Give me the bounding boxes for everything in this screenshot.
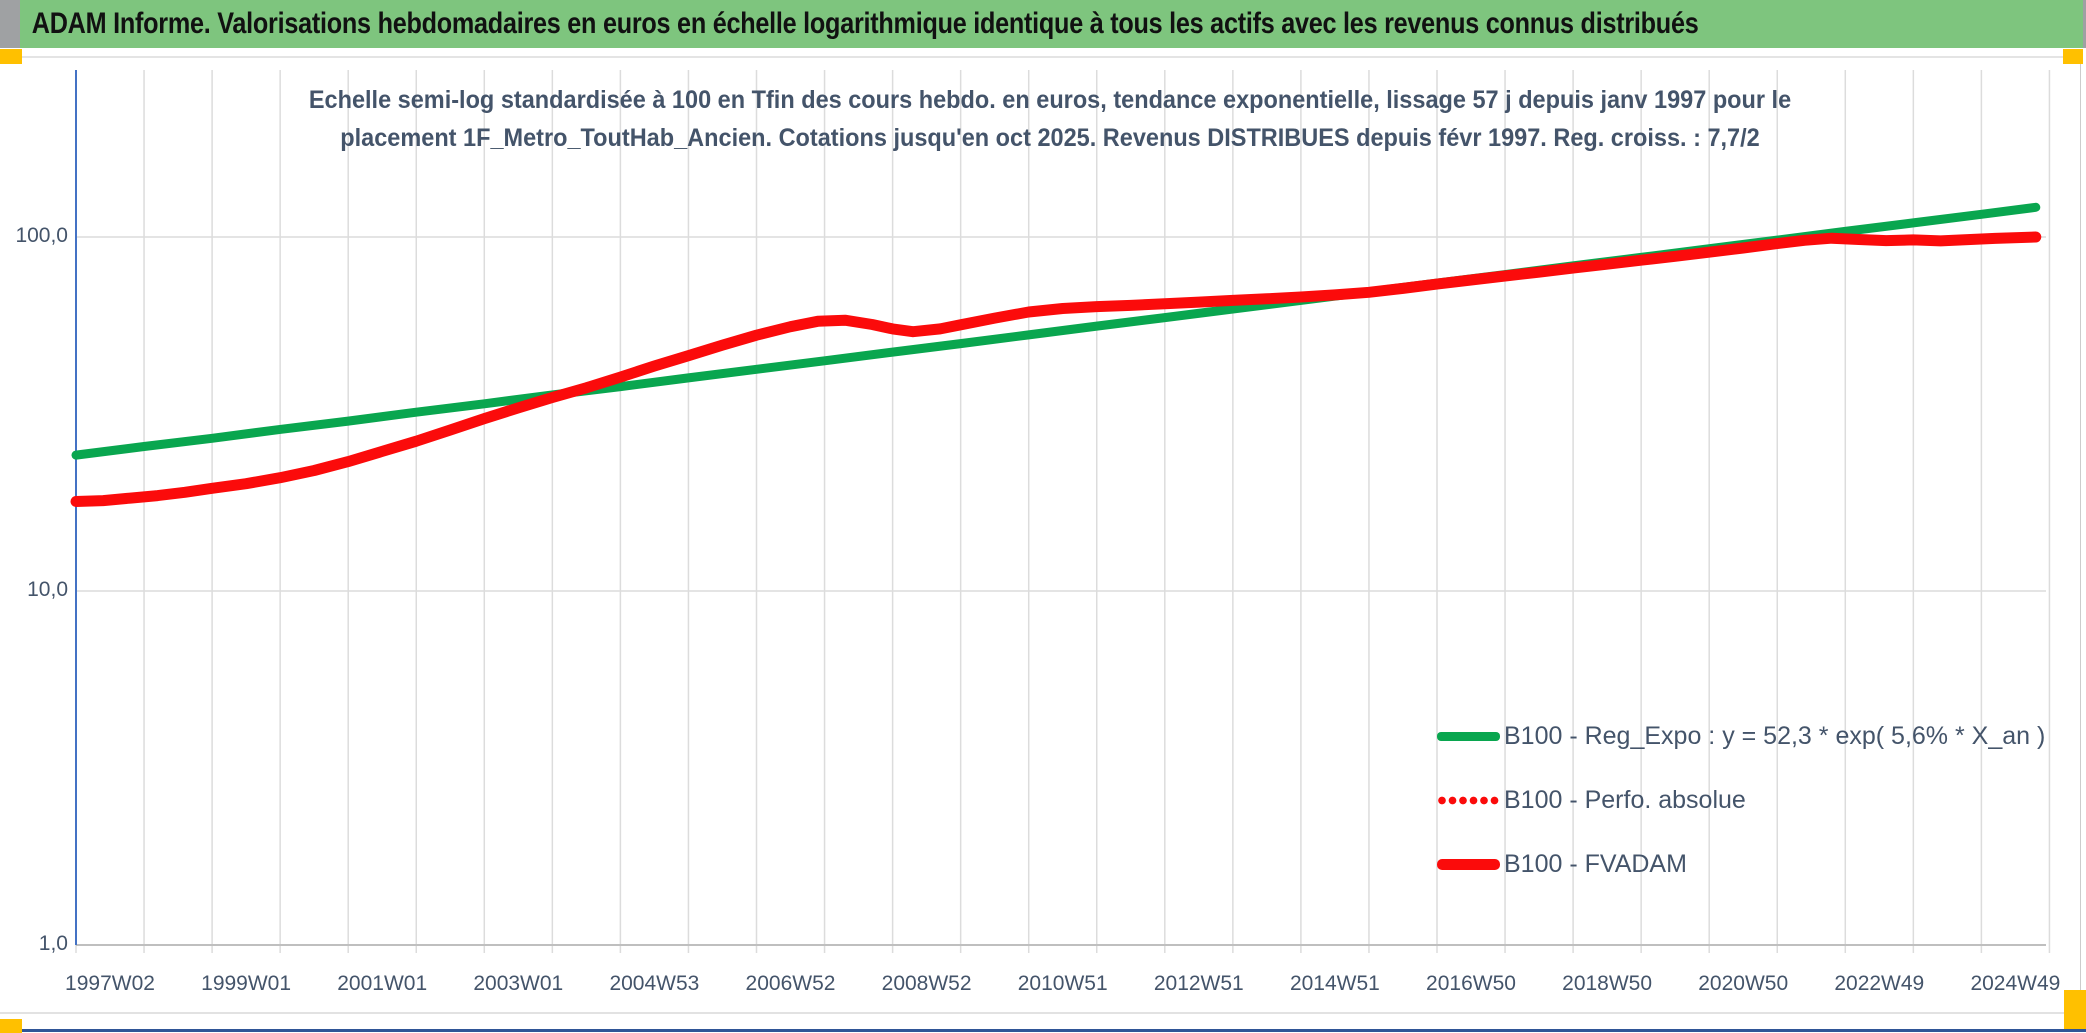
bottom-separator (0, 1012, 2086, 1014)
green-line-marker-icon (1437, 731, 1500, 741)
bottom-blue-line (22, 1029, 2086, 1032)
legend-label: B100 - Reg_Expo : y = 52,3 * exp( 5,6% *… (1504, 721, 2046, 750)
x-tick-label: 2024W49 (1970, 972, 2061, 995)
red-dotted-line-marker-icon (1437, 795, 1500, 805)
legend-label: B100 - FVADAM (1504, 849, 1687, 878)
header-right-sliver (2083, 0, 2086, 48)
legend-item-perfo-absolue: B100 - Perfo. absolue (1437, 768, 2045, 832)
x-tick-label: 1999W01 (201, 972, 292, 995)
x-tick-label: 2003W01 (473, 972, 564, 995)
page-title: ADAM Informe. Valorisations hebdomadaire… (31, 7, 1699, 40)
header-underline (22, 56, 2063, 58)
fvadam-red-line (70, 231, 2042, 507)
header-left-sliver (0, 0, 20, 48)
right-page-border (2080, 64, 2081, 1012)
orange-marker-bottom-left (0, 1019, 22, 1033)
orange-marker-bottom-right (2064, 990, 2086, 1030)
y-tick-label: 100,0 (15, 224, 68, 247)
y-tick-label: 1,0 (38, 932, 68, 955)
x-tick-label: 1997W02 (65, 972, 155, 995)
x-tick-label: 2004W53 (609, 972, 700, 995)
x-tick-label: 2020W50 (1698, 972, 1789, 995)
perfo-absolue-dotted-line (71, 232, 2041, 507)
x-tick-label: 2018W50 (1562, 972, 1653, 995)
orange-marker-top-right (2063, 49, 2083, 64)
x-tick-label: 2012W51 (1153, 972, 1244, 995)
chart-legend: B100 - Reg_Expo : y = 52,3 * exp( 5,6% *… (1437, 704, 2045, 896)
x-tick-label: 2008W52 (881, 972, 972, 995)
x-tick-label: 2016W50 (1426, 972, 1516, 995)
legend-item-reg-expo: B100 - Reg_Expo : y = 52,3 * exp( 5,6% *… (1437, 704, 2045, 768)
legend-item-fvadam: B100 - FVADAM (1437, 832, 2045, 896)
orange-marker-top-left (0, 49, 22, 64)
legend-label: B100 - Perfo. absolue (1504, 785, 1746, 814)
x-tick-label: 2006W52 (745, 972, 836, 995)
x-tick-label: 2001W01 (337, 972, 428, 995)
chart-subtitle-line-1: Echelle semi-log standardisée à 100 en T… (308, 86, 1792, 114)
x-tick-label: 2010W51 (1017, 972, 1108, 995)
y-tick-label: 10,0 (27, 578, 68, 601)
x-tick-label: 2014W51 (1289, 972, 1380, 995)
red-line-marker-icon (1437, 858, 1500, 870)
header-bar: ADAM Informe. Valorisations hebdomadaire… (20, 0, 2083, 48)
chart-subtitle-line-2: placement 1F_Metro_ToutHab_Ancien. Cotat… (340, 124, 1760, 152)
x-tick-label: 2022W49 (1834, 972, 1925, 995)
